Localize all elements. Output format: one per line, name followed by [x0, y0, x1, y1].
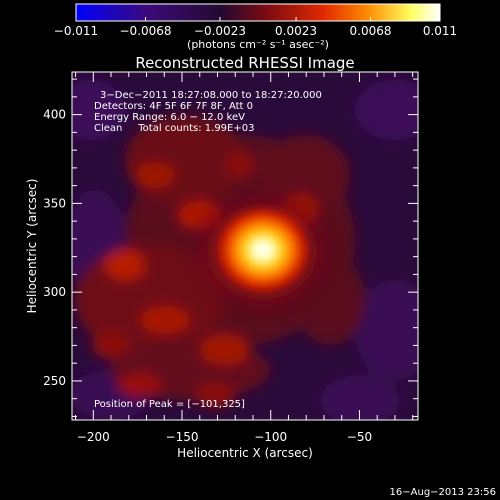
annotation-block: 3−Dec−2011 18:27:08.000 to 18:27:20.000 …	[94, 90, 322, 134]
annotation-energy-range: Energy Range: 6.0 − 12.0 keV	[94, 112, 245, 123]
annotation-time-range: 3−Dec−2011 18:27:08.000 to 18:27:20.000	[100, 90, 322, 101]
colorbar-tick-label: −0.0023	[194, 24, 246, 38]
colorbar-ticks	[75, 17, 441, 21]
heatmap-image	[72, 72, 418, 420]
chart-title: Reconstructed RHESSI Image	[135, 54, 354, 72]
peak-position-label: Position of Peak = [−101,325]	[94, 399, 245, 410]
colorbar	[76, 4, 440, 21]
y-tick-label: 300	[43, 285, 66, 299]
x-axis-tick-labels: −200 −150 −100 −50	[77, 430, 372, 444]
colorbar-tick-label: −0.011	[54, 24, 98, 38]
colorbar-tick-label: 0.0023	[275, 24, 317, 38]
annotation-method-counts: Clean Total counts: 1.99E+03	[94, 123, 254, 134]
x-tick-label: −200	[77, 430, 110, 444]
y-tick-label: 350	[43, 196, 66, 210]
plot-frame	[71, 71, 419, 421]
colorbar-tick-label: 0.0068	[350, 24, 392, 38]
y-axis-ticks	[72, 78, 418, 417]
colorbar-frame	[75, 3, 441, 22]
x-tick-label: −150	[166, 430, 199, 444]
x-tick-label: −100	[254, 430, 287, 444]
y-axis-tick-labels: 250 300 350 400	[43, 108, 66, 388]
x-axis-ticks	[75, 72, 414, 420]
y-tick-label: 400	[43, 108, 66, 122]
footer-timestamp: 16−Aug−2013 23:56	[390, 487, 496, 498]
y-tick-label: 250	[43, 374, 66, 388]
colorbar-unit-label: (photons cm⁻² s⁻¹ asec⁻²)	[187, 38, 329, 51]
x-axis-label: Heliocentric X (arcsec)	[177, 446, 313, 460]
colorbar-tick-label: 0.011	[423, 24, 457, 38]
colorbar-tick-label: −0.0068	[119, 24, 171, 38]
annotation-detectors: Detectors: 4F 5F 6F 7F 8F, Att 0	[94, 101, 253, 112]
colorbar-tick-labels: −0.011 −0.0068 −0.0023 0.0023 0.0068 0.011	[54, 24, 457, 38]
y-axis-label: Heliocentric Y (arcsec)	[25, 179, 39, 314]
x-tick-label: −50	[347, 430, 372, 444]
